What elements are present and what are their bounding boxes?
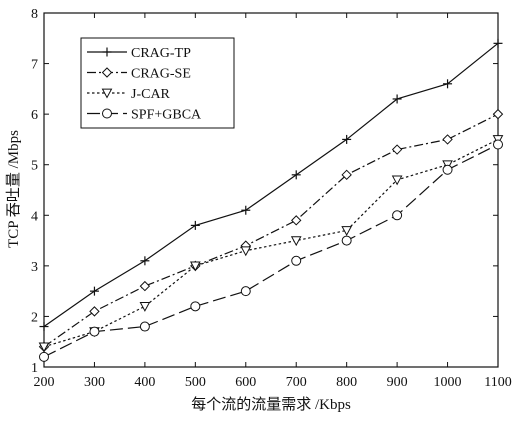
- series-j-car: [38, 135, 504, 353]
- data-point: [493, 139, 503, 150]
- x-tick-label: 700: [286, 375, 307, 390]
- x-tick-label: 800: [336, 375, 357, 390]
- x-axis-label: 每个流的流量需求 /Kbps: [191, 396, 351, 413]
- data-point: [291, 215, 302, 226]
- legend-label: SPF+GBCA: [131, 108, 202, 123]
- legend-item: CRAG-SE: [87, 67, 191, 82]
- y-tick-label: 7: [31, 58, 38, 73]
- y-tick-label: 5: [31, 159, 38, 174]
- data-point: [39, 351, 49, 362]
- y-tick-label: 2: [31, 310, 38, 325]
- legend-item: SPF+GBCA: [87, 108, 202, 123]
- data-point: [89, 326, 100, 337]
- data-point: [291, 170, 301, 180]
- data-point: [241, 205, 251, 215]
- legend-marker: [102, 47, 112, 57]
- y-tick-label: 4: [31, 209, 38, 224]
- series-line: [43, 42, 499, 328]
- x-tick-label: 300: [84, 375, 105, 390]
- series-group: [38, 38, 504, 362]
- data-point: [240, 286, 251, 297]
- y-tick-label: 8: [31, 7, 38, 22]
- legend-marker: [102, 108, 112, 119]
- data-point: [341, 226, 353, 237]
- data-point: [392, 94, 402, 104]
- series-crag-se: [38, 108, 504, 352]
- data-point: [190, 220, 200, 230]
- data-point: [342, 134, 352, 144]
- data-point: [392, 210, 403, 221]
- legend-label: CRAG-SE: [131, 67, 191, 82]
- series-line: [43, 113, 499, 348]
- x-tick-label: 400: [134, 375, 155, 390]
- data-point: [139, 280, 151, 292]
- x-tick-label: 900: [387, 375, 408, 390]
- data-point: [442, 134, 453, 145]
- x-tick-label: 1100: [484, 375, 511, 390]
- data-point: [492, 108, 504, 120]
- data-point: [140, 256, 150, 266]
- y-axis-label: TCP 吞吐量 /Mbps: [5, 130, 22, 248]
- data-point: [39, 322, 49, 332]
- series-crag-tp: [39, 38, 503, 332]
- data-point: [240, 246, 252, 257]
- data-point: [341, 235, 352, 246]
- legend-marker: [101, 88, 113, 99]
- x-tick-label: 1000: [434, 375, 462, 390]
- x-tick-label: 600: [235, 375, 256, 390]
- series-line: [43, 138, 499, 348]
- data-point: [89, 306, 100, 317]
- data-point: [89, 286, 99, 296]
- y-tick-label: 1: [31, 361, 38, 376]
- legend-item: J-CAR: [87, 87, 171, 102]
- data-point: [391, 175, 403, 186]
- data-point: [442, 164, 453, 175]
- data-point: [139, 321, 150, 332]
- legend-label: J-CAR: [131, 87, 171, 102]
- data-point: [391, 144, 403, 155]
- legend-item: CRAG-TP: [87, 46, 191, 61]
- x-tick-label: 500: [185, 375, 206, 390]
- series-spf-gbca: [39, 139, 503, 362]
- legend-label: CRAG-TP: [131, 46, 191, 61]
- plot-frame: [43, 12, 499, 368]
- x-tick-label: 200: [34, 375, 55, 390]
- y-tick-label: 3: [31, 260, 38, 275]
- data-point: [189, 261, 201, 272]
- legend: CRAG-TP CRAG-SE J-CAR SPF+GBCA: [80, 37, 235, 129]
- data-point: [443, 79, 453, 89]
- data-point: [291, 255, 302, 266]
- y-tick-label: 6: [31, 108, 38, 123]
- data-point: [290, 236, 302, 247]
- data-point: [493, 38, 503, 48]
- data-point: [139, 301, 151, 312]
- axes: 200 300 400 500 600 700 800 900 1000 1100 1 2 3 4 5 6 7 8: [31, 7, 512, 390]
- data-point: [341, 169, 352, 181]
- series-line: [43, 143, 499, 358]
- data-point: [190, 301, 201, 312]
- legend-marker: [101, 67, 113, 78]
- data-point: [38, 342, 50, 353]
